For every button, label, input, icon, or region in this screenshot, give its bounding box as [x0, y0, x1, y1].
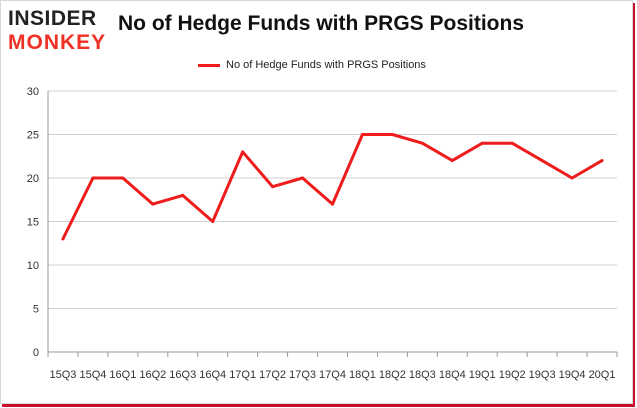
y-tick-label: 30	[27, 86, 39, 98]
y-tick-label: 5	[33, 304, 39, 316]
data-point	[241, 150, 245, 154]
x-tick-label: 19Q3	[529, 369, 556, 381]
y-tick-label: 10	[27, 260, 39, 272]
series-line	[61, 133, 604, 241]
x-tick-label: 20Q1	[589, 369, 616, 381]
y-tick-label: 25	[27, 130, 39, 142]
data-point	[480, 141, 484, 145]
logo-text-bottom: MONKEY	[8, 31, 106, 54]
x-tick-label: 15Q4	[79, 369, 106, 381]
y-tick-label: 15	[27, 217, 39, 229]
data-point	[91, 176, 95, 180]
data-point	[121, 176, 125, 180]
data-point	[600, 159, 604, 163]
data-point	[360, 133, 364, 136]
data-point	[151, 202, 155, 206]
x-tick-label: 18Q1	[349, 369, 376, 381]
insider-monkey-logo: INSIDER MONKEY	[6, 4, 118, 54]
x-tick-label: 19Q1	[469, 369, 496, 381]
x-tick-label: 16Q4	[199, 369, 226, 381]
data-point	[570, 176, 574, 180]
x-tick-label: 18Q4	[439, 369, 466, 381]
x-tick-label: 18Q3	[409, 369, 436, 381]
x-tick-label: 19Q4	[559, 369, 586, 381]
data-point	[450, 159, 454, 163]
y-tick-label: 0	[33, 347, 39, 359]
logo-text-top: INSIDER	[8, 7, 97, 30]
data-point	[211, 220, 215, 223]
x-tick-label: 19Q2	[499, 369, 526, 381]
data-point	[420, 141, 424, 145]
legend-swatch	[198, 63, 220, 67]
x-tick-label: 15Q3	[50, 369, 77, 381]
x-tick-label: 16Q3	[169, 369, 196, 381]
data-point	[510, 141, 514, 145]
y-tick-label: 20	[27, 173, 39, 185]
data-point	[540, 159, 544, 163]
x-tick-label: 16Q1	[109, 369, 136, 381]
data-point	[301, 176, 305, 180]
x-tick-label: 16Q2	[139, 369, 166, 381]
x-tick-label: 17Q2	[259, 369, 286, 381]
x-tick-label: 17Q1	[229, 369, 256, 381]
x-tick-label: 17Q3	[289, 369, 316, 381]
data-point	[331, 202, 334, 206]
data-point	[271, 185, 275, 189]
x-tick-label: 18Q2	[379, 369, 406, 381]
chart-legend: No of Hedge Funds with PRGS Positions	[198, 57, 426, 73]
legend-label: No of Hedge Funds with PRGS Positions	[226, 59, 426, 71]
data-point	[181, 193, 185, 197]
data-point	[61, 237, 65, 241]
data-point	[390, 133, 394, 136]
x-tick-label: 17Q4	[319, 369, 346, 381]
chart-title: No of Hedge Funds with PRGS Positions	[118, 12, 525, 35]
